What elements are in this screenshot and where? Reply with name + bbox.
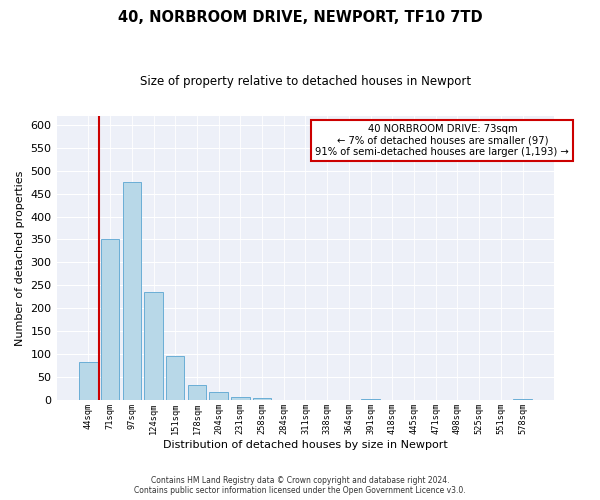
Bar xyxy=(209,392,228,400)
Bar xyxy=(361,399,380,400)
Text: 40, NORBROOM DRIVE, NEWPORT, TF10 7TD: 40, NORBROOM DRIVE, NEWPORT, TF10 7TD xyxy=(118,10,482,25)
Text: 40 NORBROOM DRIVE: 73sqm
← 7% of detached houses are smaller (97)
91% of semi-de: 40 NORBROOM DRIVE: 73sqm ← 7% of detache… xyxy=(316,124,569,158)
Bar xyxy=(79,362,98,400)
Bar xyxy=(101,240,119,400)
Text: Contains HM Land Registry data © Crown copyright and database right 2024.
Contai: Contains HM Land Registry data © Crown c… xyxy=(134,476,466,495)
Bar xyxy=(122,182,141,400)
Bar xyxy=(514,399,532,400)
Bar xyxy=(188,384,206,400)
Title: Size of property relative to detached houses in Newport: Size of property relative to detached ho… xyxy=(140,75,471,88)
X-axis label: Distribution of detached houses by size in Newport: Distribution of detached houses by size … xyxy=(163,440,448,450)
Bar xyxy=(253,398,271,400)
Bar xyxy=(145,292,163,400)
Bar xyxy=(231,397,250,400)
Bar xyxy=(166,356,184,400)
Y-axis label: Number of detached properties: Number of detached properties xyxy=(15,170,25,346)
